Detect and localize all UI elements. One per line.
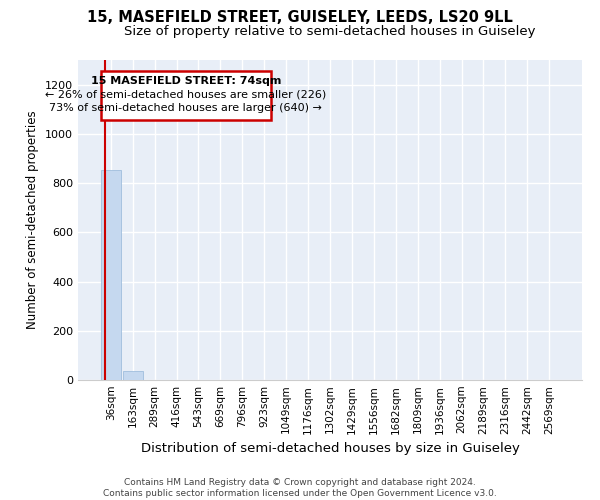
Text: ← 26% of semi-detached houses are smaller (226): ← 26% of semi-detached houses are smalle… <box>45 90 326 100</box>
Text: 15 MASEFIELD STREET: 74sqm: 15 MASEFIELD STREET: 74sqm <box>91 76 281 86</box>
X-axis label: Distribution of semi-detached houses by size in Guiseley: Distribution of semi-detached houses by … <box>140 442 520 455</box>
Bar <box>101 170 121 380</box>
Title: Size of property relative to semi-detached houses in Guiseley: Size of property relative to semi-detach… <box>124 25 536 38</box>
Text: 73% of semi-detached houses are larger (640) →: 73% of semi-detached houses are larger (… <box>49 103 322 113</box>
Text: 15, MASEFIELD STREET, GUISELEY, LEEDS, LS20 9LL: 15, MASEFIELD STREET, GUISELEY, LEEDS, L… <box>87 10 513 25</box>
Bar <box>101 71 271 120</box>
Text: Contains HM Land Registry data © Crown copyright and database right 2024.
Contai: Contains HM Land Registry data © Crown c… <box>103 478 497 498</box>
Y-axis label: Number of semi-detached properties: Number of semi-detached properties <box>26 110 40 330</box>
Bar <box>123 372 143 380</box>
